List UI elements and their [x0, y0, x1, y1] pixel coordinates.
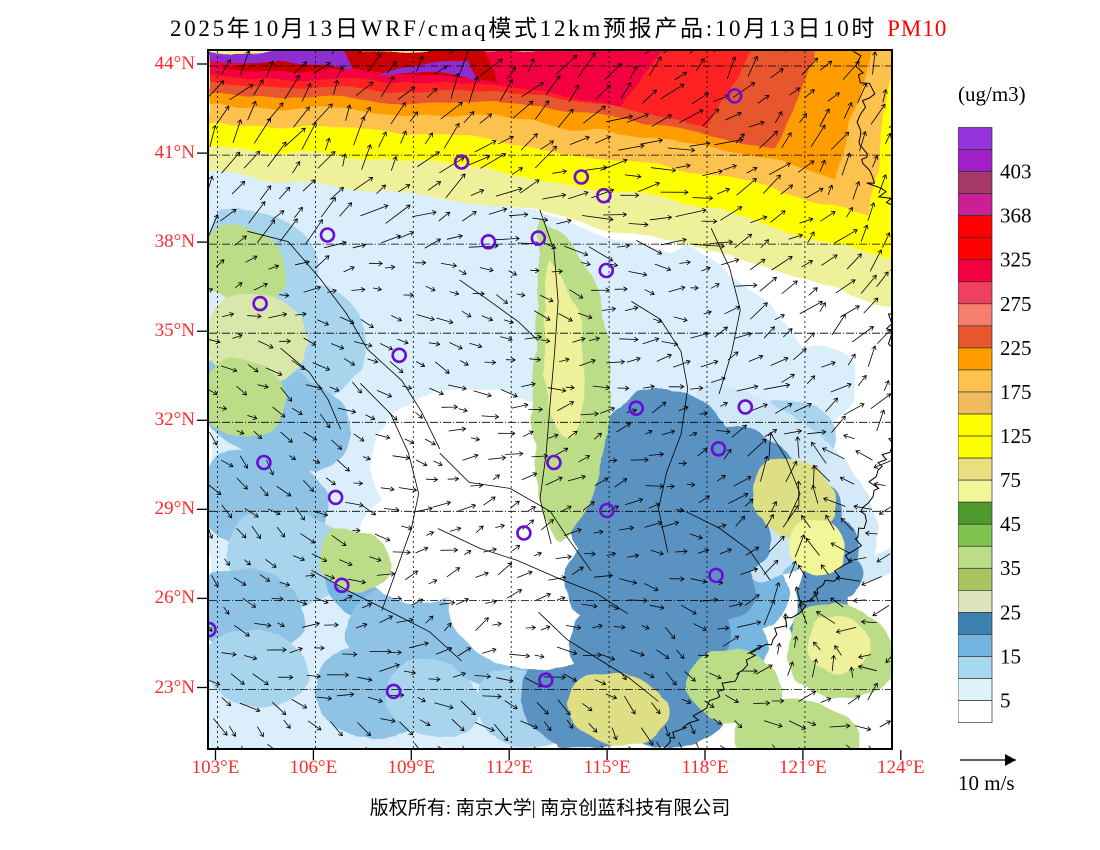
svg-text:5: 5	[1000, 688, 1011, 712]
svg-text:15: 15	[1000, 644, 1021, 668]
svg-text:75: 75	[1000, 468, 1021, 492]
svg-text:10 m/s: 10 m/s	[958, 771, 1015, 795]
svg-text:403: 403	[1000, 160, 1032, 184]
svg-text:45: 45	[1000, 512, 1021, 536]
svg-text:225: 225	[1000, 336, 1032, 360]
svg-text:368: 368	[1000, 204, 1032, 228]
svg-text:275: 275	[1000, 292, 1032, 316]
svg-text:325: 325	[1000, 248, 1032, 272]
svg-text:175: 175	[1000, 380, 1032, 404]
svg-text:125: 125	[1000, 424, 1032, 448]
svg-text:25: 25	[1000, 600, 1021, 624]
svg-text:35: 35	[1000, 556, 1021, 580]
